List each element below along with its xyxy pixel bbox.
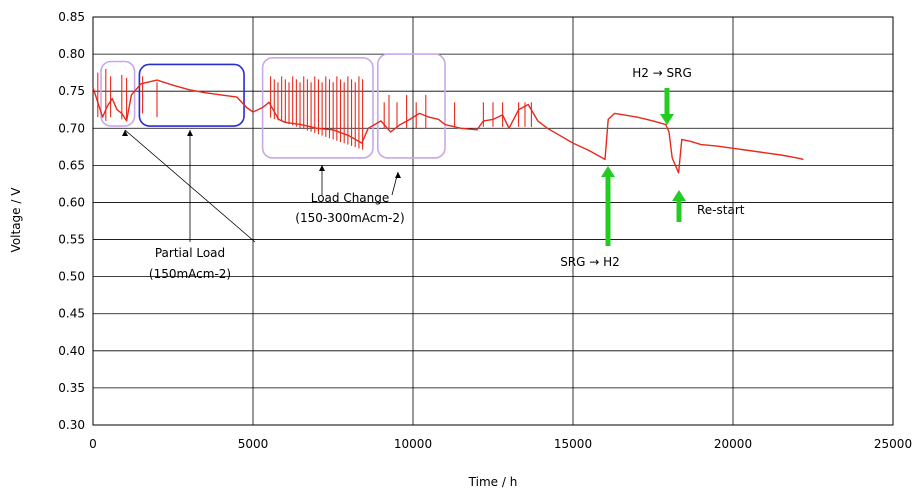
y-tick-label: 0.30 [58, 418, 85, 432]
y-tick-label: 0.35 [58, 381, 85, 395]
annotation-load-change: Load Change [311, 191, 390, 205]
pointer-line-load-change-a-head [319, 165, 325, 171]
annotation-srg-to-h2: SRG → H2 [560, 255, 620, 269]
pointer-line-load-change-b-head [395, 172, 401, 178]
load-change-box-a [261, 56, 374, 159]
y-tick-label: 0.60 [58, 195, 85, 209]
x-tick-label: 25000 [874, 437, 912, 451]
annotation-h2-to-srg: H2 → SRG [632, 66, 692, 80]
pointer-line-partial-b-head [187, 130, 193, 136]
y-tick-label: 0.50 [58, 270, 85, 284]
grid [92, 16, 894, 426]
series-layer [92, 68, 804, 174]
x-tick-label: 20000 [714, 437, 752, 451]
arrow-h2-to-srg-head [660, 114, 674, 125]
event-arrows [601, 88, 686, 246]
series-line [92, 79, 804, 174]
x-axis-label: Time / h [468, 475, 518, 489]
tick-labels: 0.30 0.35 0.40 0.45 0.50 0.55 0.60 0.65 0.70 0.75… [58, 10, 912, 451]
y-tick-label: 0.80 [58, 47, 85, 61]
annotation-partial-load: Partial Load [155, 246, 225, 260]
arrow-restart-head [672, 190, 686, 201]
partial-load-box-a [100, 60, 136, 127]
y-tick-label: 0.40 [58, 344, 85, 358]
annotation-partial-load-current: (150mAcm-2) [149, 267, 231, 281]
annotation-load-change-current: (150-300mAcm-2) [295, 211, 404, 225]
y-tick-label: 0.45 [58, 307, 85, 321]
pointer-lines [122, 129, 401, 243]
x-tick-label: 5000 [238, 437, 269, 451]
y-tick-label: 0.75 [58, 84, 85, 98]
y-tick-label: 0.85 [58, 10, 85, 24]
arrow-srg-to-h2-head [601, 166, 615, 177]
y-axis-label: Voltage / V [9, 187, 23, 253]
partial-load-box-b [138, 63, 245, 127]
annotation-restart: Re-start [697, 203, 745, 217]
y-tick-label: 0.55 [58, 233, 85, 247]
x-tick-label: 15000 [554, 437, 592, 451]
x-tick-label: 0 [89, 437, 97, 451]
pointer-line-partial-a-head [122, 130, 128, 136]
region-boxes [100, 53, 446, 159]
plot-border [92, 16, 894, 426]
x-tick-label: 10000 [394, 437, 432, 451]
load-change-box-b [376, 53, 446, 159]
y-tick-label: 0.65 [58, 158, 85, 172]
y-tick-label: 0.70 [58, 121, 85, 135]
